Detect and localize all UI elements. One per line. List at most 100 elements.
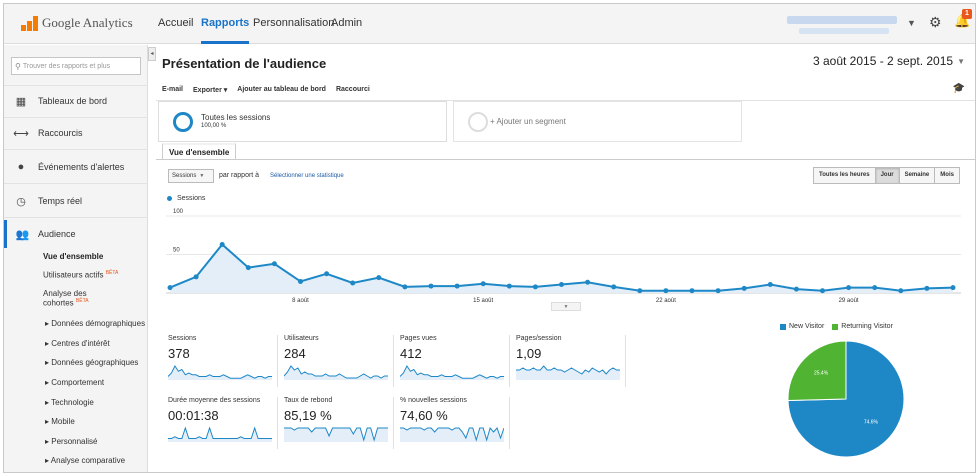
metric-label: Durée moyenne des sessions — [168, 397, 261, 404]
sessions-point — [898, 288, 904, 294]
add-segment-button[interactable]: + Ajouter un segment — [453, 101, 742, 142]
metric-tile[interactable]: % nouvelles sessions 74,60 % — [400, 397, 510, 449]
pie-legend-item[interactable]: Returning Visitor — [832, 323, 893, 330]
date-range-label: 3 août 2015 - 2 sept. 2015 — [812, 54, 954, 68]
pie-legend-item[interactable]: New Visitor — [780, 323, 824, 330]
metric-value: 00:01:38 — [168, 408, 219, 423]
sidebar-item-shortcuts[interactable]: ⟷ Raccourcis — [4, 119, 148, 147]
sidebar-item-label: Temps réel — [38, 196, 83, 206]
sidebar-item-dashboards[interactable]: ▦ Tableaux de bord — [4, 87, 148, 115]
sparkline-area — [168, 428, 272, 442]
segment-all-sessions[interactable]: Toutes les sessions 100,00 % — [158, 101, 447, 142]
segment-percent: 100,00 % — [201, 123, 227, 129]
segment-ring-icon — [468, 112, 488, 132]
app-name: Google Analytics — [42, 15, 133, 30]
nav-technology[interactable]: ▸ Technologie — [45, 398, 94, 407]
nav-reports[interactable]: Rapports — [201, 17, 250, 44]
sidebar-item-realtime[interactable]: ◷ Temps réel — [4, 187, 148, 215]
sessions-point — [715, 288, 721, 294]
add-to-dashboard-button[interactable]: Ajouter au tableau de bord — [237, 86, 326, 93]
sparkline-area — [400, 428, 504, 442]
sessions-point — [846, 285, 852, 291]
metric-sparkline — [400, 364, 504, 380]
sidebar-item-alerts[interactable]: ● Événements d'alertes — [4, 153, 148, 181]
metric-tile[interactable]: Utilisateurs 284 — [284, 335, 394, 387]
top-bar: Google Analytics Accueil Rapports Person… — [4, 4, 975, 44]
nav-audience-overview[interactable]: Vue d'ensemble — [43, 252, 104, 261]
nav-behavior[interactable]: ▸ Comportement — [45, 378, 105, 387]
sidebar-item-label: Audience — [38, 229, 76, 239]
nav-benchmarking[interactable]: ▸ Analyse comparative — [45, 456, 126, 465]
visitor-type-pie-chart[interactable]: 74.6% 25.4% — [786, 333, 906, 463]
pie-slice — [787, 340, 905, 458]
nav-interests[interactable]: ▸ Centres d'intérêt — [45, 339, 110, 348]
sidebar-divider — [4, 217, 148, 218]
nav-cohort-analysis-line2[interactable]: cohortes BÊTA — [43, 298, 89, 308]
nav-cohort-analysis[interactable]: Analyse des — [43, 289, 87, 298]
sparkline-line — [400, 364, 504, 379]
report-search-input[interactable]: ⚲ Trouver des rapports et plus — [11, 57, 141, 75]
nav-home[interactable]: Accueil — [158, 17, 194, 29]
nav-mobile[interactable]: ▸ Mobile — [45, 417, 75, 426]
metric-sparkline — [284, 365, 388, 380]
sessions-point — [506, 283, 512, 289]
report-main: Présentation de l'audience 3 août 2015 -… — [156, 45, 975, 472]
granularity-month-button[interactable]: Mois — [935, 168, 959, 183]
pie-slice-label: 25.4% — [814, 371, 829, 377]
account-selector[interactable] — [787, 16, 897, 24]
granularity-week-button[interactable]: Semaine — [899, 168, 936, 183]
nav-cohort-label-1: Analyse des — [43, 289, 87, 298]
nav-customization[interactable]: Personnalisation — [253, 17, 335, 29]
metric-tile[interactable]: Sessions 378 — [168, 335, 278, 387]
sparkline-line — [400, 426, 504, 442]
sparkline-area — [516, 366, 620, 380]
metric-tile[interactable]: Taux de rebond 85,19 % — [284, 397, 394, 449]
account-property[interactable] — [799, 28, 889, 34]
sidebar-divider — [4, 149, 148, 150]
metric-sparkline — [516, 365, 620, 380]
intelligence-hat-icon[interactable]: 🎓 — [952, 83, 965, 94]
sidebar-divider — [4, 183, 148, 184]
nav-demographics[interactable]: ▸ Données démographiques — [45, 319, 146, 328]
tab-overview[interactable]: Vue d'ensemble — [162, 143, 237, 160]
nav-active-users-label: Utilisateurs actifs — [43, 270, 104, 280]
metric-tile[interactable]: Pages/session 1,09 — [516, 335, 626, 387]
sessions-point — [585, 279, 591, 285]
metric-value: 284 — [284, 346, 306, 361]
app-logo[interactable]: Google Analytics — [21, 15, 133, 31]
legend-dot — [167, 196, 172, 201]
legend-swatch — [780, 323, 786, 330]
date-range-picker[interactable]: 3 août 2015 - 2 sept. 2015 ▼ — [813, 54, 965, 68]
x-tick-label: 22 août — [656, 298, 676, 304]
sessions-point — [428, 283, 434, 289]
sessions-point — [454, 283, 460, 289]
segment-ring-icon — [173, 112, 193, 132]
metric-label: % nouvelles sessions — [400, 397, 467, 404]
collapse-chart-button[interactable]: ▼ — [551, 302, 581, 311]
metric-value: 378 — [168, 346, 190, 361]
nav-geo[interactable]: ▸ Données géographiques — [45, 358, 139, 367]
metric-tile[interactable]: Pages vues 412 — [400, 335, 510, 387]
nav-admin[interactable]: Admin — [331, 17, 363, 29]
email-button[interactable]: E-mail — [162, 86, 184, 93]
metric-tile[interactable]: Durée moyenne des sessions 00:01:38 — [168, 397, 278, 449]
chevron-down-icon[interactable]: ▼ — [907, 18, 916, 28]
chart-legend[interactable]: Sessions — [167, 195, 205, 202]
sessions-point — [193, 274, 199, 280]
select-metric-link[interactable]: Sélectionner une statistique — [270, 173, 344, 179]
collapse-sidebar-button[interactable]: ◂ — [148, 47, 156, 61]
granularity-day-button[interactable]: Jour — [875, 168, 900, 183]
export-button[interactable]: Exporter ▾ — [193, 86, 228, 94]
sidebar-item-audience[interactable]: 👥 Audience — [4, 220, 148, 248]
metric-select[interactable]: Sessions ▼ — [168, 169, 214, 183]
gear-icon[interactable]: ⚙ — [929, 14, 942, 30]
x-tick-label: 15 août — [473, 298, 493, 304]
shortcut-button[interactable]: Raccourci — [335, 86, 370, 93]
sessions-line-chart[interactable]: 100 50 8 août 15 août 22 août 29 août — [156, 205, 971, 305]
notification-badge: 1 — [962, 9, 972, 19]
sparkline-area — [284, 428, 388, 442]
sessions-point — [271, 261, 277, 267]
granularity-hourly-button[interactable]: Toutes les heures — [814, 168, 876, 183]
nav-custom[interactable]: ▸ Personnalisé — [45, 437, 98, 446]
nav-active-users[interactable]: Utilisateurs actifs BÊTA — [43, 270, 118, 280]
